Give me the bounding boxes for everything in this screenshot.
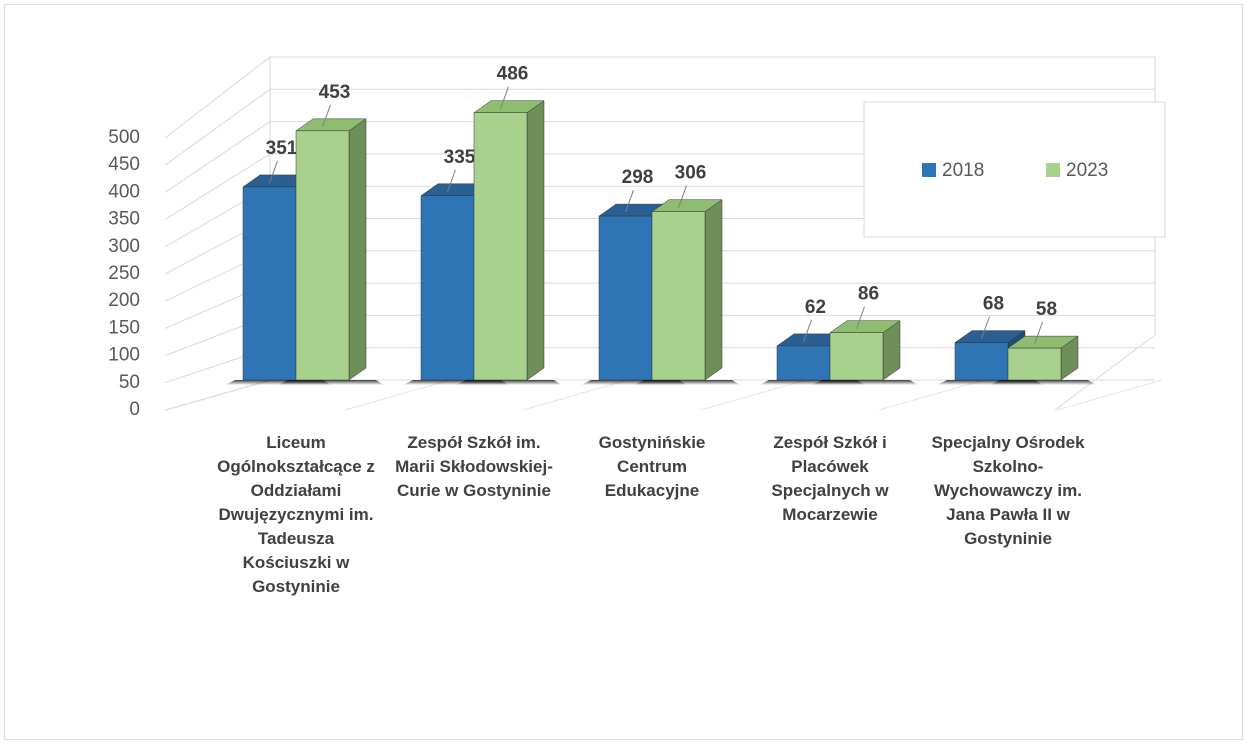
legend-swatch — [922, 163, 936, 177]
x-tick-label: Liceum Ogólnokształcące z Oddziałami Dwu… — [217, 433, 375, 596]
label-leader — [322, 104, 331, 128]
data-label: 68 — [983, 294, 1004, 315]
legend-swatch — [1046, 163, 1060, 177]
data-label: 306 — [675, 163, 707, 184]
data-label: 58 — [1036, 299, 1057, 320]
bar — [420, 195, 475, 381]
label-leader — [678, 185, 687, 208]
legend-label: 2018 — [942, 160, 984, 181]
label-leader — [447, 169, 456, 192]
label-leader — [981, 316, 990, 339]
y-tick-label: 400 — [108, 181, 140, 202]
label-leader — [1034, 321, 1043, 345]
label-leader — [500, 86, 509, 109]
floor-edge — [1054, 334, 1156, 411]
bar-shadow — [634, 380, 740, 385]
bar-group — [456, 100, 562, 385]
bar-shadow — [456, 380, 562, 385]
bar — [776, 345, 831, 381]
y-tick-label: 450 — [108, 154, 140, 175]
bar-shadow — [990, 380, 1096, 385]
bar — [473, 112, 528, 381]
bar — [1007, 347, 1062, 381]
label-leader — [625, 189, 634, 213]
y-tick-label: 350 — [108, 209, 140, 230]
data-label: 486 — [497, 64, 529, 85]
legend-box — [863, 101, 1166, 238]
data-label: 86 — [858, 284, 879, 305]
data-label: 298 — [622, 167, 654, 188]
bar — [242, 186, 297, 381]
data-label: 351 — [266, 138, 298, 159]
floor-line — [1056, 379, 1163, 411]
x-tick-label: Zespół Szkół im. Marii Skłodowskiej-Curi… — [395, 433, 553, 500]
legend: 2018 2023 — [863, 101, 1166, 238]
bar-shadow — [812, 380, 918, 385]
bar — [598, 215, 653, 381]
bar-group — [812, 320, 918, 385]
bar — [829, 332, 884, 381]
bar-side — [348, 118, 367, 381]
bar-group — [990, 335, 1096, 385]
data-label: 453 — [319, 82, 351, 103]
bar-side — [704, 199, 723, 381]
grid-line — [164, 153, 1155, 221]
bar — [954, 342, 1009, 381]
y-tick-label: 500 — [108, 127, 140, 148]
y-tick-label: 300 — [108, 236, 140, 257]
bar-group — [634, 199, 740, 385]
data-label: 335 — [444, 147, 476, 168]
bar — [651, 211, 706, 381]
bar-shadow — [278, 380, 384, 385]
grid-line — [164, 88, 1155, 166]
bar-group — [278, 118, 384, 385]
label-leader — [803, 319, 812, 343]
label-leader — [856, 306, 865, 329]
x-tick-label: Specjalny Ośrodek Szkolno-Wychowawczy im… — [931, 433, 1085, 548]
x-tick-label: Zespół Szkół i Placówek Specjalnych w Mo… — [771, 433, 889, 524]
label-leader — [269, 160, 278, 184]
y-tick-label: 0 — [129, 399, 140, 420]
grid-line — [164, 56, 1155, 139]
y-tick-label: 250 — [108, 263, 140, 284]
grid-line — [164, 121, 1155, 193]
bar-side — [526, 100, 545, 381]
y-tick-label: 200 — [108, 290, 140, 311]
legend-label: 2023 — [1066, 160, 1108, 181]
x-tick-label: Gostynińskie Centrum Edukacyjne — [598, 433, 706, 500]
bar — [295, 130, 350, 381]
data-label: 62 — [805, 297, 826, 318]
y-tick-label: 100 — [108, 345, 140, 366]
y-tick-label: 50 — [119, 372, 140, 393]
y-tick-label: 150 — [108, 317, 140, 338]
